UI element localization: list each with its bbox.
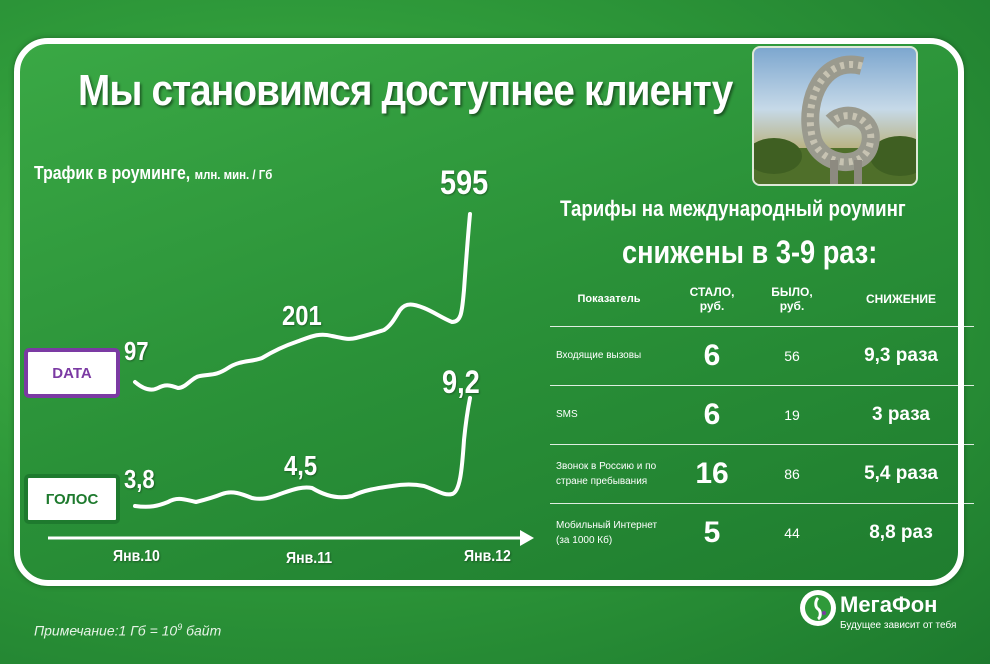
- row-name: SMS: [550, 384, 668, 444]
- page-title: Мы становимся доступнее клиенту: [78, 66, 733, 115]
- x-tick-label-3: Янв.12: [464, 548, 511, 565]
- chart-heading-text: Трафик в роуминге,: [34, 163, 191, 183]
- megafon-logo-name: МегаФон: [840, 592, 938, 617]
- row-name: Входящие вызовы: [550, 325, 668, 385]
- row-reduction: 5,4 раза: [828, 443, 974, 503]
- footnote-prefix: Примечание:1 Гб = 10: [34, 622, 178, 639]
- row-now-price: 16: [668, 443, 756, 503]
- data-value-label-2: 201: [282, 300, 322, 331]
- data-value-label-1: 97: [124, 336, 149, 366]
- row-name: Звонок в Россию и по стране пребывания: [550, 443, 668, 503]
- chart-heading: Трафик в роуминге, млн. мин. / Гб: [34, 163, 272, 184]
- data-value-label-3: 595: [440, 164, 489, 202]
- voice-value-label-3: 9,2: [442, 364, 480, 400]
- row-now-price: 6: [668, 325, 756, 385]
- x-tick-label-2: Янв.11: [286, 550, 333, 567]
- table-row: SMS 6 19 3 раза: [550, 384, 974, 444]
- row-reduction: 8,8 раз: [828, 502, 974, 562]
- column-header-now: СТАЛО, руб.: [689, 284, 735, 313]
- megafon-logo-icon: [800, 590, 836, 626]
- table-row: Входящие вызовы 6 56 9,3 раза: [550, 325, 974, 385]
- megafon-logo: МегаФон Будущее зависит от тебя: [800, 590, 975, 636]
- row-name: Мобильный Интернет (за 1000 Кб): [550, 502, 668, 562]
- column-header-indicator: Показатель: [577, 292, 641, 305]
- footnote-suffix: байт: [182, 622, 222, 639]
- megafon-logo-tagline: Будущее зависит от тебя: [840, 620, 957, 631]
- row-was-price: 86: [756, 443, 828, 503]
- tariffs-table: Показатель СТАЛО, руб. БЫЛО, руб. СНИЖЕН…: [550, 272, 974, 562]
- voice-series-badge: ГОЛОС: [24, 474, 120, 524]
- row-reduction: 9,3 раза: [828, 325, 974, 385]
- row-reduction: 3 раза: [828, 384, 974, 444]
- x-tick-label-1: Янв.10: [113, 548, 160, 565]
- column-header-was: БЫЛО, руб.: [771, 284, 813, 313]
- table-header-row: Показатель СТАЛО, руб. БЫЛО, руб. СНИЖЕН…: [550, 272, 974, 326]
- voice-value-label-1: 3,8: [124, 464, 155, 494]
- row-was-price: 44: [756, 502, 828, 562]
- table-row: Мобильный Интернет (за 1000 Кб) 5 44 8,8…: [550, 502, 974, 562]
- table-row: Звонок в Россию и по стране пребывания 1…: [550, 443, 974, 503]
- footnote: Примечание:1 Гб = 109 байт: [34, 622, 221, 639]
- tariffs-subheading: снижены в 3-9 раз:: [622, 234, 878, 270]
- row-now-price: 5: [668, 502, 756, 562]
- tariffs-heading: Тарифы на международный роуминг: [560, 196, 906, 221]
- row-was-price: 56: [756, 325, 828, 385]
- voice-value-label-2: 4,5: [284, 450, 318, 481]
- footnote-exponent: 9: [177, 622, 183, 632]
- chart-unit: млн. мин. / Гб: [194, 167, 273, 182]
- data-series-badge: DATA: [24, 348, 120, 398]
- photo-sculpture: [752, 46, 918, 186]
- row-now-price: 6: [668, 384, 756, 444]
- column-header-reduction: СНИЖЕНИЕ: [865, 291, 937, 306]
- row-was-price: 19: [756, 384, 828, 444]
- sculpture-image: [754, 55, 916, 184]
